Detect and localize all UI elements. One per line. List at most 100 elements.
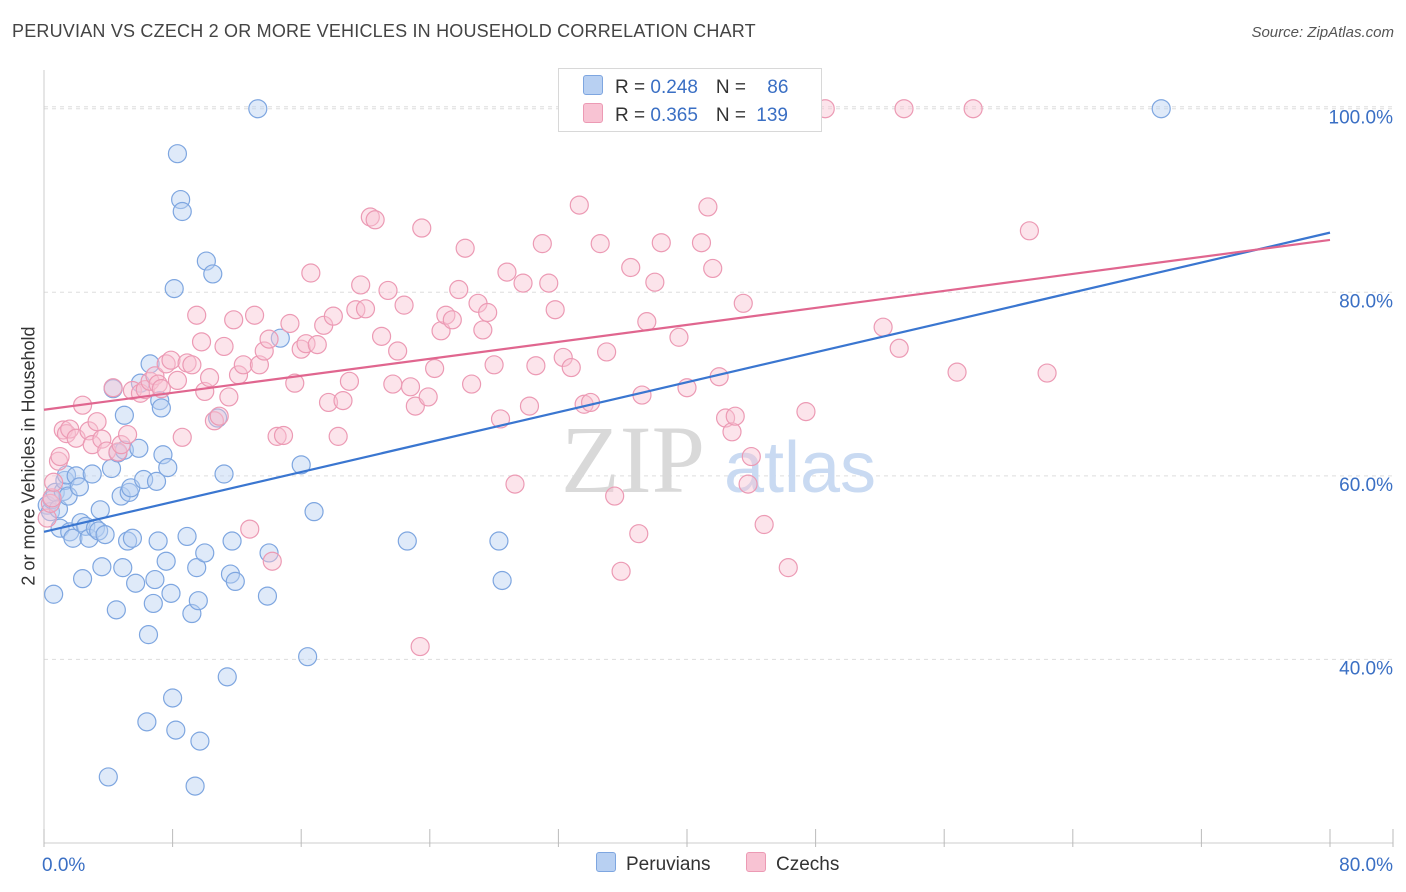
czechs-point — [412, 218, 432, 238]
chart-title: PERUVIAN VS CZECH 2 OR MORE VEHICLES IN … — [12, 21, 756, 41]
czechs-point — [605, 486, 625, 506]
peruvians-points — [37, 99, 1171, 796]
peruvians-point — [185, 776, 205, 796]
y-tick-label: 60.0% — [1339, 475, 1393, 496]
peruvians-point — [90, 500, 110, 520]
czechs-point — [92, 429, 112, 449]
czechs-point — [42, 488, 62, 508]
legend-row-peruvians: R = 0.248 N = 86 — [583, 75, 788, 99]
czechs-point — [244, 305, 265, 325]
y-tick-label: 80.0% — [1339, 291, 1393, 312]
peruvians-n-value: 86 — [767, 77, 789, 98]
watermark-atlas: atlas — [724, 428, 876, 508]
czechs-point — [383, 374, 403, 394]
legend-row-czechs: R = 0.365 N = 139 — [583, 103, 788, 127]
czechs-point — [318, 392, 339, 413]
czechs-point — [199, 368, 220, 388]
peruvians-legend-label: Peruvians — [626, 854, 711, 875]
peruvians-point — [177, 526, 197, 547]
peruvians-r-label: R = — [615, 77, 651, 98]
peruvians-point — [114, 405, 134, 425]
czechs-point — [187, 305, 207, 325]
czechs-point — [365, 210, 385, 230]
y-axis-label: 2 or more Vehicles in Household — [18, 326, 39, 586]
peruvians-point — [156, 551, 176, 571]
czechs-point — [545, 300, 565, 320]
tick-labels: 40.0% 60.0% 80.0% 100.0% 0.0% 80.0% — [42, 108, 1393, 876]
czechs-point — [698, 197, 718, 217]
czechs-point — [505, 474, 525, 494]
peruvians-point — [153, 445, 173, 465]
peruvians-point — [225, 571, 245, 592]
peruvians-point — [166, 720, 186, 740]
peruvians-point — [298, 647, 318, 667]
czechs-point — [778, 558, 798, 578]
czechs-point — [273, 425, 294, 446]
czechs-point — [161, 350, 181, 370]
czechs-point — [733, 293, 753, 313]
czechs-point — [425, 358, 445, 379]
y-tick-label: 40.0% — [1339, 658, 1393, 679]
peruvians-point — [489, 531, 509, 551]
czechs-point — [478, 302, 498, 323]
czechs-point — [44, 472, 64, 492]
peruvians-point — [195, 543, 215, 563]
czechs-point — [497, 262, 517, 282]
czechs-point — [651, 233, 671, 253]
czechs-r-label: R = — [615, 105, 651, 126]
peruvians-point — [171, 189, 191, 210]
czechs-point — [597, 342, 617, 362]
peruvians-point — [82, 464, 102, 484]
peruvians-point — [203, 264, 223, 284]
czechs-point — [513, 273, 533, 293]
czechs-point — [725, 406, 745, 426]
czechs-point — [224, 310, 244, 330]
czechs-point — [214, 336, 234, 357]
peruvians-r-value: 0.248 — [650, 77, 698, 98]
peruvians-swatch — [583, 75, 603, 95]
czechs-r-value: 0.365 — [650, 105, 698, 126]
peruvians-point — [167, 144, 188, 164]
czechs-point — [117, 424, 138, 445]
czechs-point — [947, 362, 967, 382]
peruvians-point — [222, 531, 242, 551]
czechs-swatch — [583, 103, 603, 123]
peruvians-point — [146, 471, 167, 491]
czechs-point — [621, 257, 641, 278]
czechs-point — [333, 390, 353, 411]
czechs-point — [400, 377, 421, 397]
czechs-point — [371, 326, 392, 346]
czechs-point — [754, 514, 774, 535]
legend-item-peruvians[interactable]: Peruvians — [596, 852, 711, 876]
x-tick-label: 80.0% — [1339, 855, 1393, 876]
czechs-point — [703, 258, 723, 279]
peruvians-point — [291, 455, 311, 475]
czechs-point — [394, 295, 414, 315]
peruvians-n-label: N = — [715, 77, 752, 98]
czechs-point — [172, 427, 192, 447]
czechs-point — [484, 355, 504, 375]
peruvians-point — [148, 531, 168, 551]
czechs-point — [37, 508, 57, 528]
czechs-point — [346, 300, 366, 320]
watermark-zip: ZIP — [561, 406, 705, 513]
czechs-point — [167, 370, 188, 390]
czechs-point — [328, 426, 348, 446]
czechs-point — [473, 320, 493, 340]
peruvians-point — [161, 583, 181, 603]
legend-item-czechs[interactable]: Czechs — [746, 852, 839, 876]
czechs-point — [461, 374, 482, 394]
czechs-point — [87, 412, 107, 432]
czechs-n-label: N = — [715, 105, 752, 126]
peruvians-point — [151, 398, 171, 418]
czechs-point — [449, 279, 469, 300]
czechs-point — [532, 234, 552, 254]
peruvians-point — [106, 600, 126, 620]
peruvians-point — [143, 593, 163, 614]
peruvians-point — [217, 667, 237, 687]
peruvians-point — [122, 528, 143, 548]
source-label: Source: ZipAtlas.com — [1251, 24, 1394, 41]
peruvians-point — [214, 464, 234, 484]
czechs-point — [455, 238, 475, 258]
czechs-point — [629, 524, 649, 544]
